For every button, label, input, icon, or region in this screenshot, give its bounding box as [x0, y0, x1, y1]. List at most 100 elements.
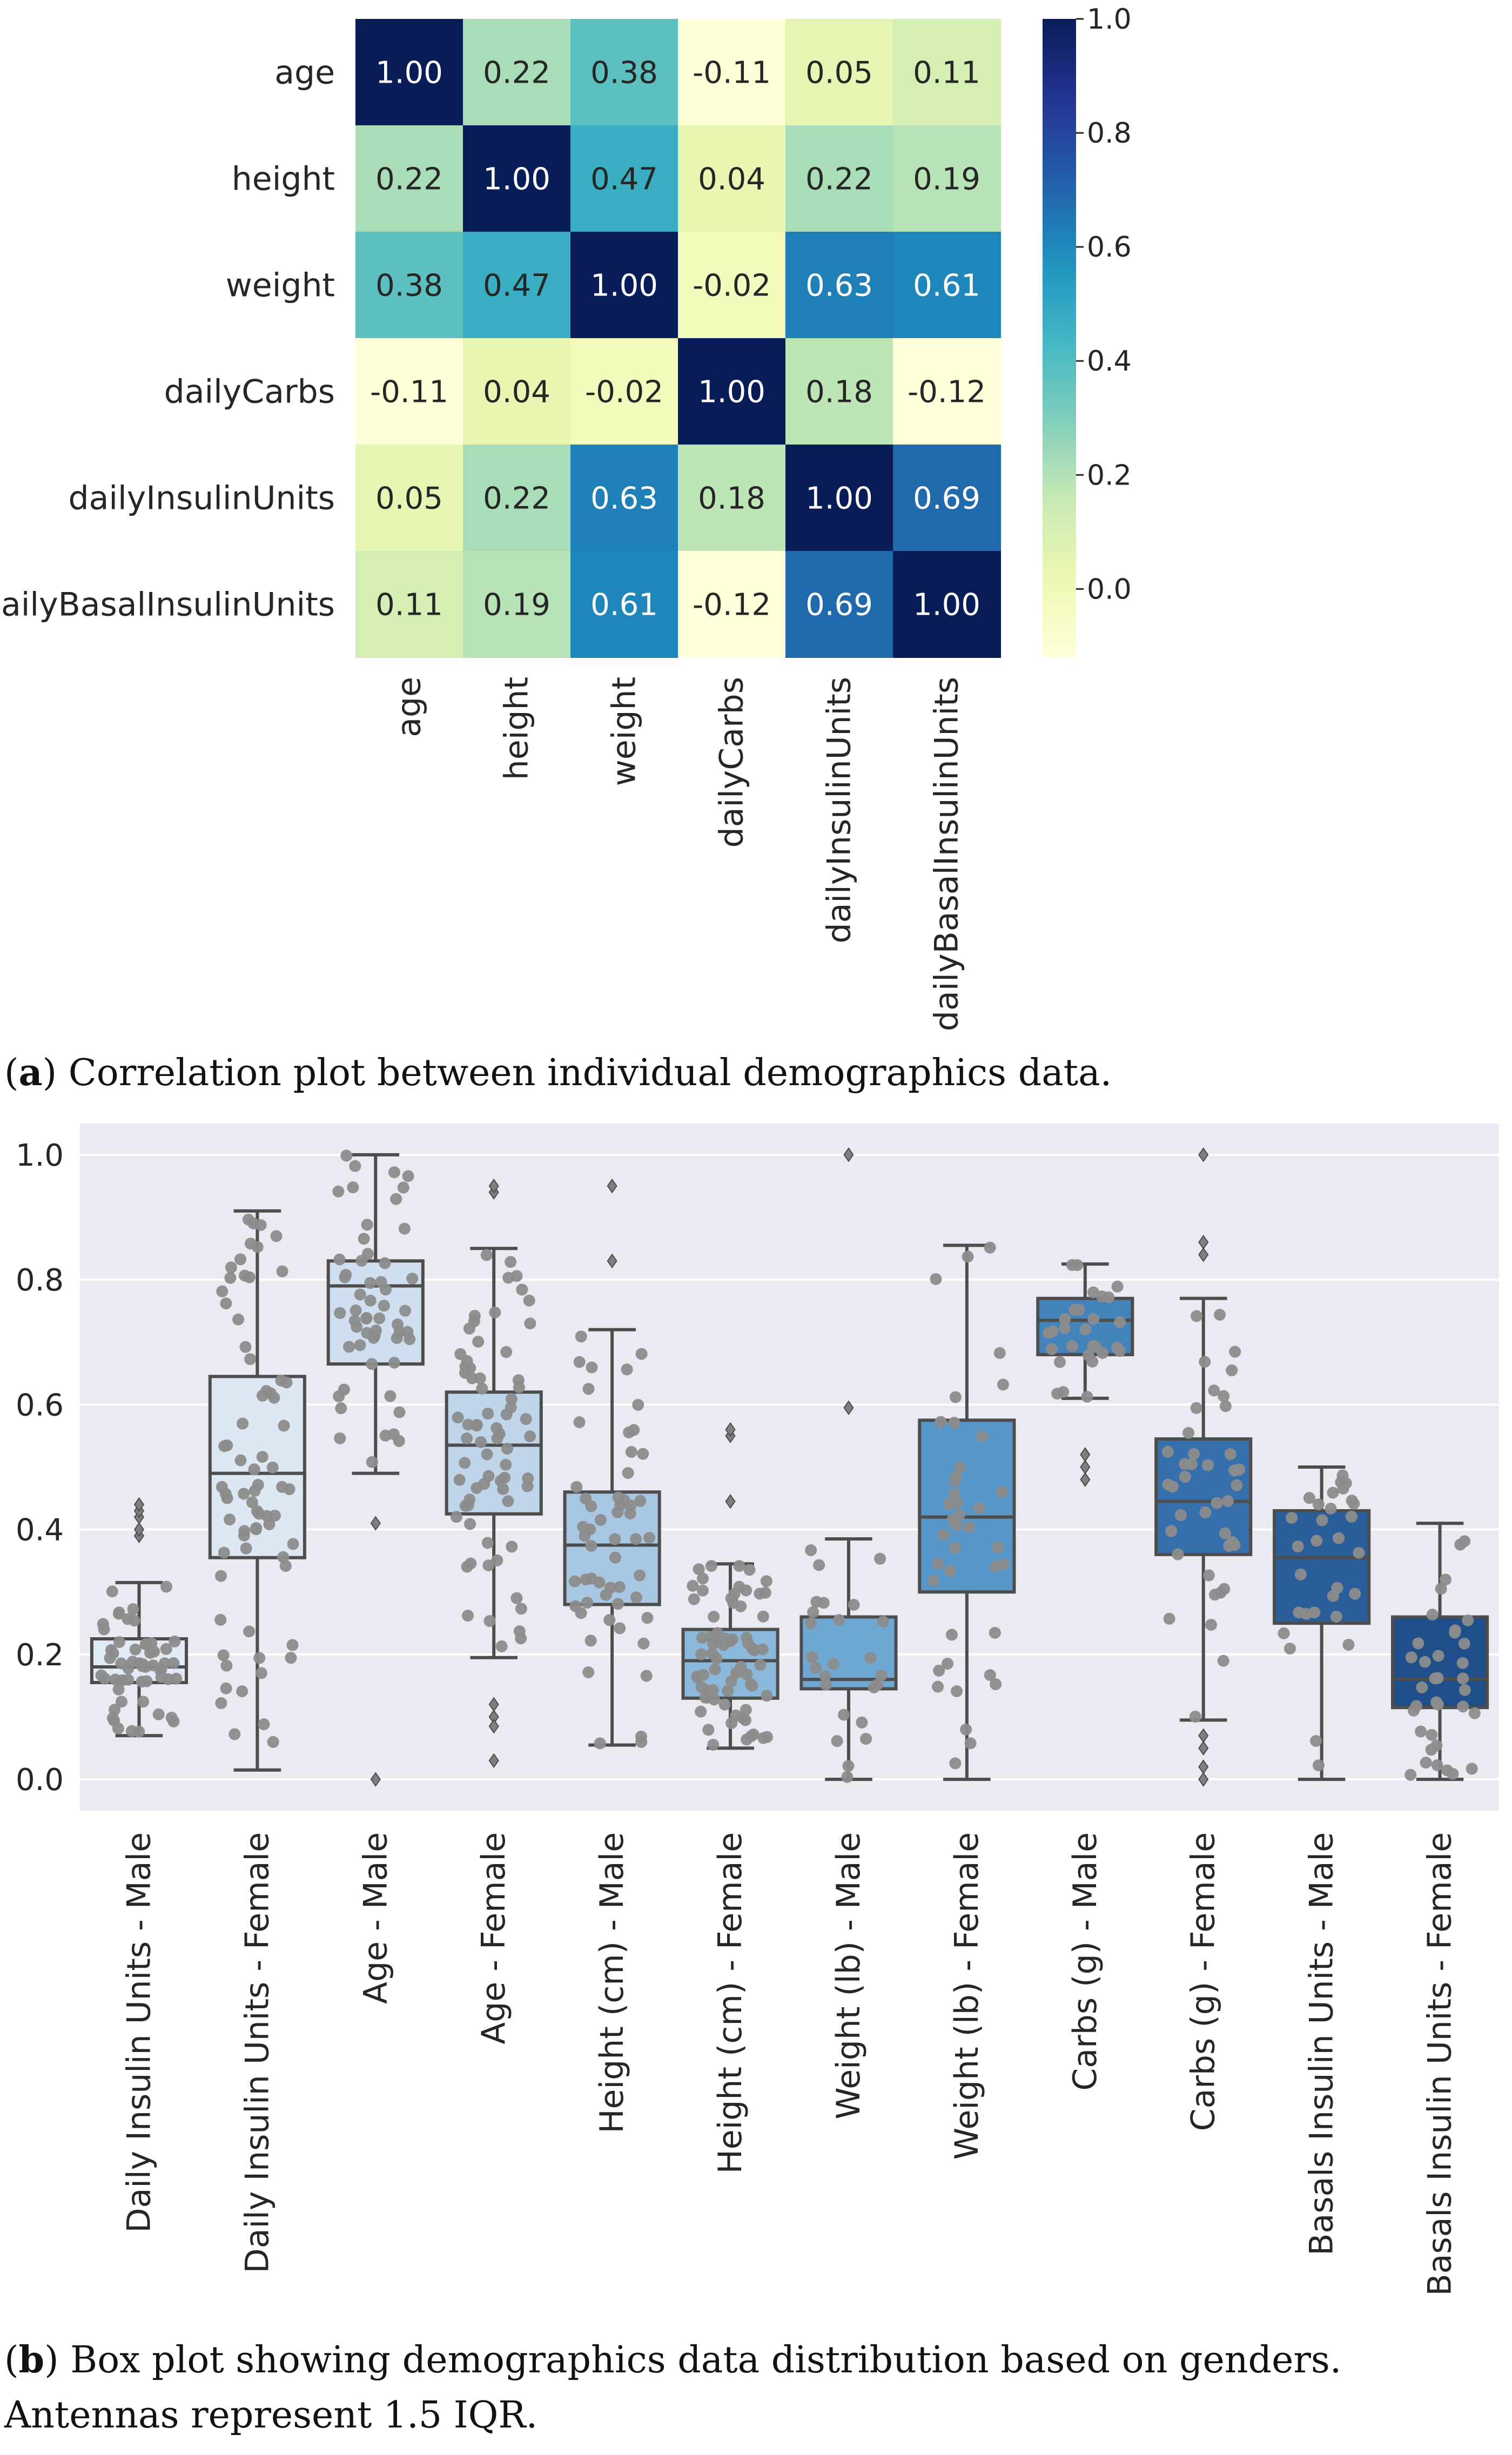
swarm-point-daily-insulin-units-female: [238, 1525, 251, 1537]
swarm-point-carbs-g-female: [1233, 1463, 1245, 1476]
swarm-point-carbs-g-female: [1182, 1427, 1195, 1439]
swarm-point-daily-insulin-units-female: [285, 1652, 297, 1664]
swarm-point-basals-insulin-units-male: [1303, 1492, 1315, 1504]
swarm-point-carbs-g-female: [1229, 1346, 1241, 1358]
swarm-point-carbs-g-male: [1066, 1340, 1078, 1353]
swarm-point-height-cm-female: [754, 1588, 766, 1600]
heatmap-cell-weight-weight: [570, 232, 678, 339]
outlier-weight-lb-male: [843, 1147, 854, 1162]
swarm-point-weight-lb-female: [937, 1529, 950, 1541]
heatmap-row-label-weight: weight: [226, 267, 335, 305]
swarm-point-carbs-g-male: [1059, 1313, 1071, 1326]
swarm-point-age-male: [354, 1339, 366, 1351]
swarm-point-daily-insulin-units-male: [160, 1643, 172, 1655]
heatmap-cell-dailybasalinsulinunits-dailyinsulinunits: [785, 551, 893, 658]
swarm-point-carbs-g-male: [1086, 1355, 1099, 1368]
swarm-point-age-female: [499, 1471, 511, 1484]
swarm-point-age-female: [502, 1495, 514, 1508]
swarm-point-age-female: [463, 1494, 476, 1506]
swarm-point-basals-insulin-units-male: [1311, 1535, 1323, 1547]
swarm-point-daily-insulin-units-female: [276, 1265, 288, 1277]
outlier-height-cm-male: [607, 1253, 617, 1269]
swarm-point-daily-insulin-units-male: [165, 1712, 178, 1724]
swarm-point-carbs-g-male: [1069, 1304, 1081, 1316]
swarm-point-age-female: [481, 1537, 494, 1549]
swarm-point-carbs-g-female: [1211, 1497, 1223, 1509]
swarm-point-daily-insulin-units-male: [129, 1643, 142, 1656]
swarm-point-daily-insulin-units-female: [220, 1682, 232, 1694]
swarm-point-weight-lb-female: [948, 1416, 960, 1429]
swarm-point-age-male: [355, 1255, 368, 1267]
swarm-point-height-cm-male: [581, 1597, 594, 1609]
swarm-point-age-male: [368, 1329, 381, 1342]
swarm-point-basals-insulin-units-male: [1327, 1487, 1339, 1499]
heatmap-col-label-weight: weight: [606, 677, 643, 786]
swarm-point-height-cm-female: [707, 1739, 720, 1751]
swarm-point-daily-insulin-units-female: [277, 1551, 290, 1563]
swarm-point-height-cm-male: [621, 1363, 633, 1376]
outlier-age-male: [370, 1516, 381, 1531]
swarm-point-weight-lb-male: [864, 1652, 877, 1664]
swarm-point-age-male: [402, 1170, 414, 1182]
swarm-point-height-cm-female: [743, 1564, 756, 1576]
swarm-point-height-cm-male: [584, 1635, 597, 1647]
swarm-point-weight-lb-male: [813, 1559, 825, 1571]
swarm-point-weight-lb-female: [949, 1391, 962, 1403]
x-tick-label-weight-lb-male: Weight (lb) - Male: [830, 1832, 868, 2120]
swarm-point-height-cm-female: [725, 1675, 737, 1687]
heatmap-value-dailyinsulinunits-age: 0.05: [375, 481, 443, 516]
swarm-point-carbs-g-male: [1059, 1322, 1071, 1334]
swarm-point-carbs-g-female: [1190, 1402, 1202, 1414]
swarm-point-height-cm-female: [696, 1631, 709, 1644]
heatmap-value-height-dailybasalinsulinunits: 0.19: [913, 162, 980, 197]
outlier-carbs-g-female: [1198, 1772, 1209, 1787]
swarm-point-weight-lb-male: [848, 1598, 860, 1611]
heatmap-colorbar: 0.0 0.2 0.4 0.6 0.8 1.0: [1043, 3, 1132, 657]
swarm-point-daily-insulin-units-female: [252, 1478, 264, 1491]
swarm-point-daily-insulin-units-female: [267, 1736, 279, 1748]
swarm-point-daily-insulin-units-male: [98, 1623, 110, 1636]
heatmap-cell-weight-dailybasalinsulinunits: [893, 232, 1001, 339]
swarm-point-weight-lb-female: [946, 1629, 958, 1641]
heatmap-value-height-height: 1.00: [483, 162, 550, 197]
heatmap-col-label-dailybasalinsulinunits: dailyBasalInsulinUnits: [928, 677, 966, 1031]
swarm-point-weight-lb-female: [991, 1541, 1004, 1553]
outlier-daily-insulin-units-male: [133, 1522, 145, 1537]
swarm-point-age-male: [334, 1432, 346, 1444]
swarm-point-carbs-g-female: [1208, 1384, 1220, 1397]
swarm-point-daily-insulin-units-male: [137, 1696, 150, 1708]
swarm-point-carbs-g-female: [1202, 1569, 1215, 1582]
swarm-point-age-male: [335, 1402, 347, 1415]
swarm-point-age-male: [388, 1166, 400, 1179]
swarm-point-height-cm-male: [641, 1612, 654, 1624]
heatmap-row-label-height: height: [232, 160, 335, 198]
swarm-point-daily-insulin-units-male: [162, 1673, 174, 1685]
swarm-point-weight-lb-female: [973, 1502, 985, 1514]
heatmap-cell-age-height: [463, 19, 571, 126]
swarm-point-basals-insulin-units-male: [1333, 1532, 1345, 1544]
swarm-point-height-cm-male: [600, 1589, 612, 1601]
heatmap-cell-age-dailybasalinsulinunits: [893, 19, 1001, 126]
swarm-point-weight-lb-female: [927, 1575, 939, 1587]
swarm-point-height-cm-male: [625, 1446, 637, 1458]
swarm-point-age-male: [366, 1456, 378, 1468]
swarm-point-basals-insulin-units-male: [1331, 1582, 1343, 1594]
y-tick-label: 0.8: [16, 1263, 64, 1298]
swarm-point-basals-insulin-units-male: [1286, 1511, 1298, 1524]
swarm-point-carbs-g-female: [1189, 1711, 1201, 1723]
swarm-point-height-cm-male: [609, 1551, 621, 1564]
swarm-point-age-female: [491, 1432, 503, 1445]
outlier-carbs-g-female: [1198, 1740, 1209, 1756]
caption-a-label: a: [18, 1051, 43, 1094]
y-tick-label: 0.6: [16, 1388, 64, 1423]
swarm-point-height-cm-male: [643, 1532, 655, 1544]
swarm-point-basals-insulin-units-male: [1349, 1588, 1361, 1600]
heatmap-cell-height-height: [463, 125, 571, 232]
swarm-point-height-cm-female: [733, 1560, 745, 1572]
heatmap-row-label-dailyinsulinunits: dailyInsulinUnits: [69, 480, 335, 517]
swarm-point-age-male: [378, 1300, 390, 1312]
heatmap-cell-dailycarbs-weight: [570, 338, 678, 445]
swarm-point-daily-insulin-units-female: [215, 1570, 227, 1582]
swarm-point-height-cm-male: [630, 1591, 642, 1604]
